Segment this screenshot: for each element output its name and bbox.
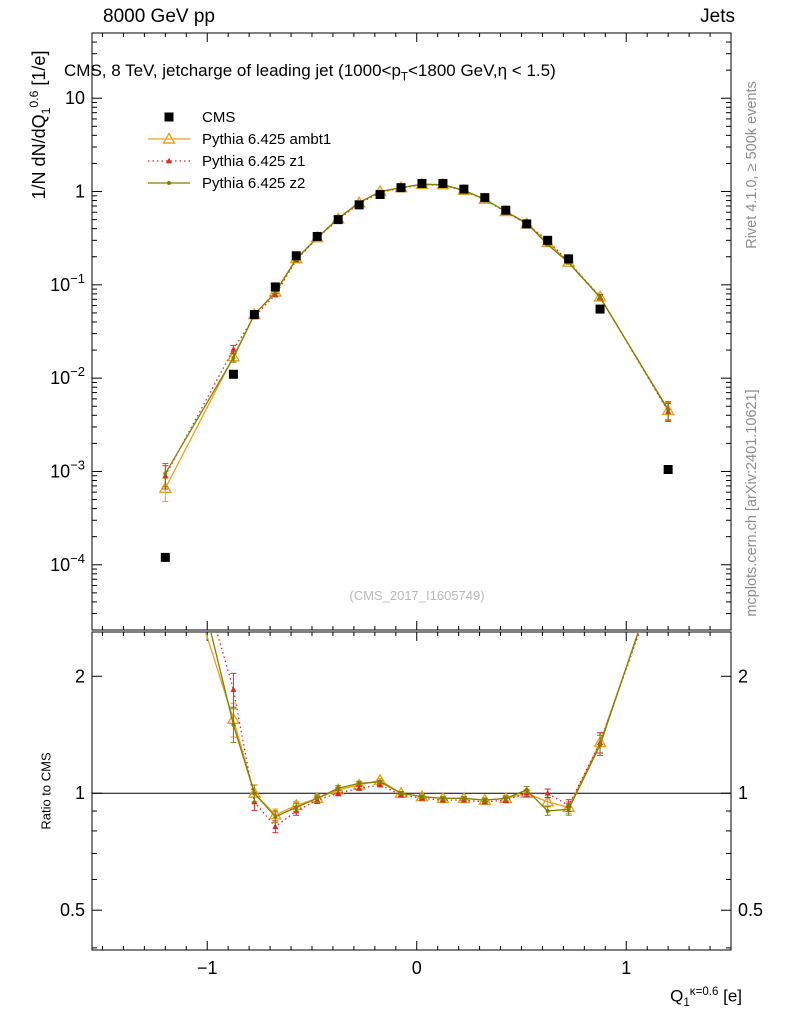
svg-text:10: 10 xyxy=(65,88,85,108)
legend-marker-triangle-small xyxy=(148,157,190,164)
plot-title: CMS, 8 TeV, jetcharge of leading jet (10… xyxy=(64,61,556,83)
svg-text:−1: −1 xyxy=(197,958,218,978)
svg-text:1: 1 xyxy=(75,783,85,803)
analysis-id-watermark: (CMS_2017_I1605749) xyxy=(349,588,485,603)
legend-marker-dot xyxy=(148,181,190,185)
legend-item: Pythia 6.425 z2 xyxy=(146,172,331,194)
svg-text:10−3: 10−3 xyxy=(50,457,85,481)
beam-energy-label: 8000 GeV pp xyxy=(103,6,215,27)
y-axis-label-sup: 0.6 xyxy=(27,90,42,108)
analysis-category-label: Jets xyxy=(700,6,735,27)
x-axis-label-sup: κ=0.6 xyxy=(689,986,719,998)
y-axis-label-sub: 1 xyxy=(38,107,53,115)
svg-text:2: 2 xyxy=(75,666,85,686)
svg-text:2: 2 xyxy=(738,666,748,686)
plot-title-tail: <1800 GeV,η < 1.5) xyxy=(407,61,556,80)
legend-label: Pythia 6.425 z1 xyxy=(202,152,306,170)
svg-text:0: 0 xyxy=(412,958,422,978)
legend-marker-square xyxy=(164,112,174,122)
svg-text:10−1: 10−1 xyxy=(50,271,85,295)
x-axis-label: Q1κ=0.6 [e] xyxy=(670,986,742,1009)
plot-title-text: CMS, 8 TeV, jetcharge of leading jet (10… xyxy=(64,61,401,80)
legend-label: CMS xyxy=(202,108,236,126)
legend-item: Pythia 6.425 ambt1 xyxy=(146,128,331,150)
legend-label: Pythia 6.425 z2 xyxy=(202,174,306,192)
legend-item: Pythia 6.425 z1 xyxy=(146,150,331,172)
y-axis-label-text: 1/N dN/dQ xyxy=(29,114,50,200)
y-axis-label-unit: [1/e] xyxy=(29,50,50,91)
plot-title-subscript: T xyxy=(400,71,408,84)
rivet-version-note: Rivet 4.1.0, ≥ 500k events xyxy=(744,81,760,249)
svg-text:10−4: 10−4 xyxy=(50,551,85,575)
svg-text:1: 1 xyxy=(621,958,631,978)
svg-text:10−2: 10−2 xyxy=(50,364,85,388)
x-axis-label-sub: 1 xyxy=(683,997,690,1010)
legend-item: CMS xyxy=(146,106,331,128)
svg-text:0.5: 0.5 xyxy=(738,900,763,920)
legend: CMS Pythia 6.425 ambt1 Pythia 6.425 z1 Pyth… xyxy=(146,106,331,194)
mcplots-citation-note: mcplots.cern.ch [arXiv:2401.10621] xyxy=(744,389,760,617)
x-axis-label-text: Q xyxy=(670,986,684,1006)
y-axis-label: 1/N dN/dQ10.6 [1/e] xyxy=(27,51,53,200)
ratio-axis-label: Ratio to CMS xyxy=(38,752,54,830)
svg-text:1: 1 xyxy=(738,783,748,803)
legend-label: Pythia 6.425 ambt1 xyxy=(202,130,332,148)
legend-marker-triangle-open xyxy=(148,132,190,144)
svg-text:0.5: 0.5 xyxy=(60,900,85,920)
x-axis-label-unit: [e] xyxy=(718,986,742,1006)
svg-text:1: 1 xyxy=(75,182,85,202)
